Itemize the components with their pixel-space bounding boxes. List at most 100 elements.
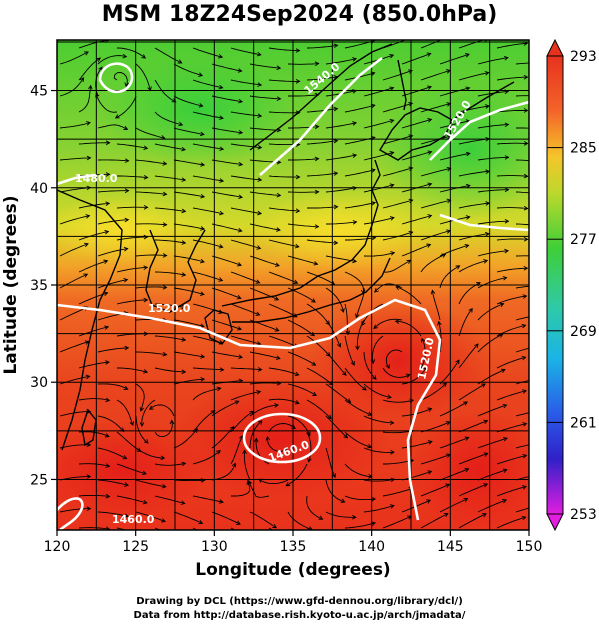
streamline-arrowhead bbox=[523, 141, 529, 146]
streamline bbox=[306, 271, 335, 286]
streamline bbox=[230, 111, 262, 117]
wind-streamlines bbox=[59, 40, 547, 530]
streamline-arrowhead bbox=[373, 324, 378, 330]
streamline-arrowhead bbox=[200, 162, 206, 167]
streamline bbox=[173, 127, 204, 135]
streamline-arrowhead bbox=[218, 84, 224, 90]
contour-1500-ne2 bbox=[439, 213, 529, 232]
streamline bbox=[371, 335, 384, 364]
streamline-arrowhead bbox=[177, 59, 183, 64]
streamline bbox=[496, 76, 528, 81]
streamline bbox=[59, 508, 91, 513]
streamline bbox=[458, 383, 486, 401]
streamline-arrowhead bbox=[340, 498, 346, 503]
streamline bbox=[115, 95, 137, 119]
streamline bbox=[173, 378, 205, 385]
streamline-arrowhead bbox=[350, 361, 355, 366]
streamline bbox=[78, 326, 109, 337]
streamline bbox=[477, 369, 506, 385]
streamline-arrowhead bbox=[543, 255, 547, 259]
streamline bbox=[97, 55, 127, 65]
streamline-arrowhead bbox=[427, 440, 433, 445]
streamline-arrowhead bbox=[255, 311, 261, 316]
streamline-arrowhead bbox=[385, 364, 390, 369]
streamline-arrowhead bbox=[276, 65, 282, 71]
streamline bbox=[401, 215, 432, 225]
streamline bbox=[496, 42, 528, 49]
streamline-arrowhead bbox=[238, 161, 244, 167]
streamline-arrowhead bbox=[293, 279, 299, 284]
streamline-arrowhead bbox=[465, 86, 471, 91]
streamline bbox=[154, 79, 176, 103]
streamline bbox=[249, 511, 277, 529]
streamline bbox=[306, 399, 332, 420]
streamline-arrowhead bbox=[542, 376, 546, 380]
x-axis: 120 125 130 135 140 145 150 bbox=[44, 530, 542, 555]
graticule bbox=[57, 40, 529, 530]
streamline-arrowhead bbox=[389, 183, 395, 188]
streamline-arrowhead bbox=[333, 43, 339, 49]
streamline-arrowhead bbox=[181, 177, 187, 182]
streamline-arrowhead bbox=[276, 96, 282, 102]
y-axis: 25 30 35 40 45 bbox=[30, 84, 57, 488]
streamline bbox=[59, 243, 89, 257]
streamline-arrowhead bbox=[143, 175, 149, 180]
streamline-arrowhead bbox=[504, 122, 510, 128]
streamline-arrowhead bbox=[295, 48, 301, 53]
streamline-arrowhead bbox=[181, 272, 187, 277]
streamline bbox=[363, 351, 377, 380]
streamline bbox=[285, 463, 308, 487]
streamline-arrowhead bbox=[313, 261, 319, 266]
streamline bbox=[230, 239, 261, 249]
streamline-arrowhead bbox=[257, 113, 263, 119]
streamline bbox=[344, 463, 372, 478]
streamline-arrowhead bbox=[193, 428, 199, 433]
streamline-arrowhead bbox=[465, 215, 471, 220]
streamline bbox=[266, 436, 289, 452]
streamline-arrowhead bbox=[295, 79, 301, 84]
streamline-arrowhead bbox=[523, 236, 529, 242]
streamline-arrowhead bbox=[86, 474, 92, 479]
streamline-arrowhead bbox=[143, 234, 149, 240]
streamline bbox=[154, 175, 186, 181]
streamline-arrowhead bbox=[105, 172, 111, 177]
streamline bbox=[116, 527, 128, 530]
streamline-arrowhead bbox=[314, 156, 320, 162]
streamline bbox=[325, 415, 348, 439]
colorbar-tick-label: 261 bbox=[570, 415, 597, 431]
credit-data: Data from http://database.rish.kyoto-u.a… bbox=[133, 610, 466, 621]
streamline-arrowhead bbox=[219, 115, 224, 120]
streamline bbox=[439, 437, 469, 449]
streamline-arrowhead bbox=[265, 435, 271, 441]
streamline-arrowhead bbox=[362, 386, 367, 391]
contour-label: 1480.0 bbox=[75, 172, 118, 185]
streamline-arrowhead bbox=[464, 244, 470, 249]
streamline bbox=[326, 221, 357, 225]
streamline bbox=[325, 58, 357, 65]
streamline bbox=[496, 142, 528, 145]
streamline-arrowhead bbox=[371, 521, 377, 527]
streamline bbox=[135, 351, 167, 356]
streamline-arrowhead bbox=[374, 288, 379, 293]
streamline bbox=[420, 199, 451, 209]
streamline bbox=[439, 265, 460, 289]
streamline bbox=[363, 383, 392, 398]
streamline bbox=[268, 423, 296, 433]
streamline-arrowhead bbox=[394, 319, 400, 324]
streamline-arrowhead bbox=[408, 69, 413, 74]
streamline bbox=[420, 454, 451, 465]
streamline bbox=[211, 223, 242, 232]
streamline bbox=[268, 47, 300, 52]
streamline-arrowhead bbox=[142, 499, 148, 505]
streamline-arrowhead bbox=[542, 472, 546, 476]
streamline-arrowhead bbox=[256, 341, 262, 346]
streamline-arrowhead bbox=[340, 308, 345, 313]
streamline bbox=[458, 452, 488, 465]
streamline-arrowhead bbox=[474, 343, 479, 349]
streamline bbox=[382, 167, 413, 177]
streamline bbox=[477, 250, 509, 257]
streamline bbox=[268, 207, 300, 212]
streamline-arrowhead bbox=[96, 57, 101, 62]
streamline bbox=[420, 338, 426, 369]
